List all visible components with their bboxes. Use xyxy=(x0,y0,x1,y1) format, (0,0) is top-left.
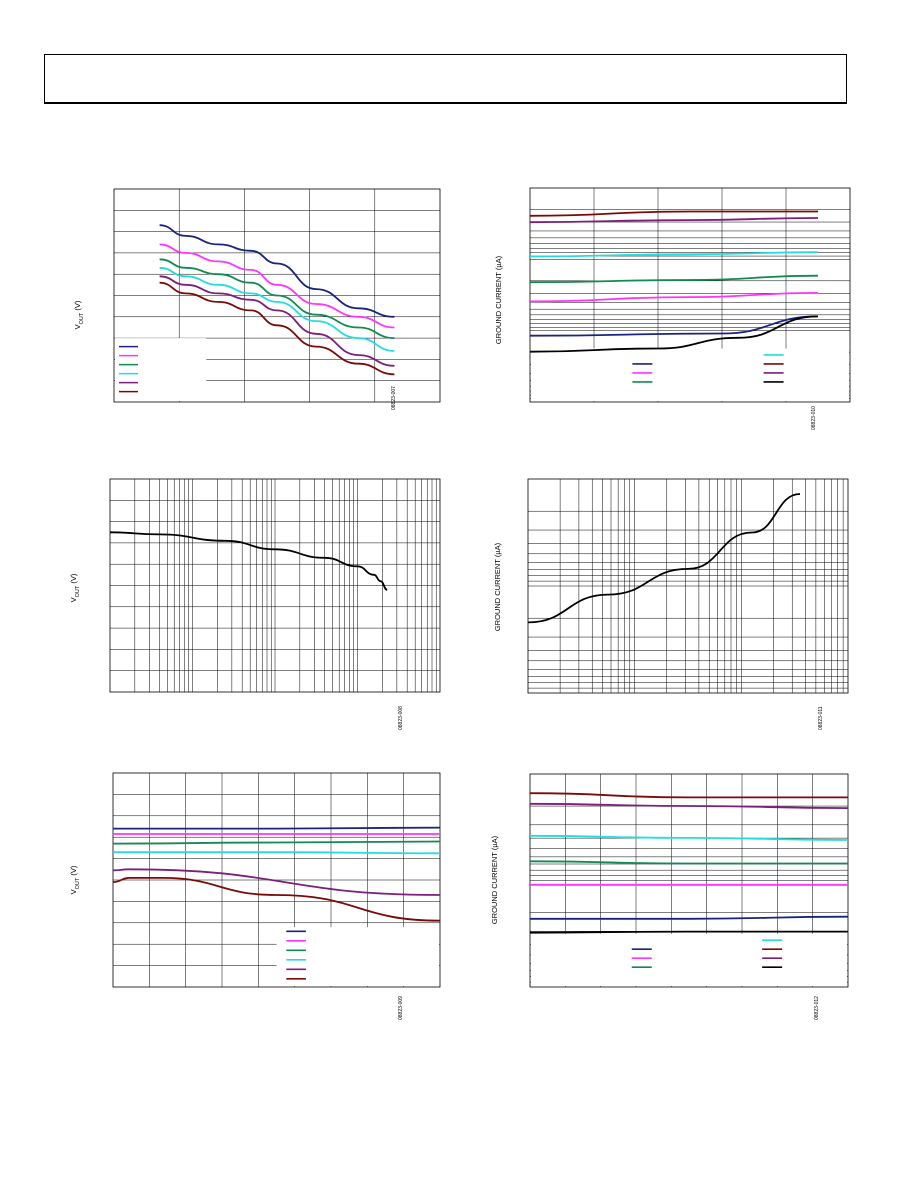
series-line-2 xyxy=(529,251,819,258)
series-line-6 xyxy=(529,930,848,934)
legend-box xyxy=(531,933,847,986)
chart-ground-current-1: GROUND CURRENT (µA) 08823-010 xyxy=(494,187,851,430)
figure-code: 08823-009 xyxy=(398,996,404,1020)
legend-box xyxy=(115,338,207,401)
series-line-0 xyxy=(529,210,818,217)
chart-vout-1: VOUT (V) 08823-007 xyxy=(73,188,441,410)
y-axis-label-unit: (V) xyxy=(69,573,78,586)
series-line-2 xyxy=(112,840,441,845)
series-line-4 xyxy=(112,868,441,896)
series-line-3 xyxy=(112,851,441,855)
plot-area xyxy=(113,188,441,403)
plot-area xyxy=(109,478,441,693)
series-line-1 xyxy=(529,802,849,809)
plot-area xyxy=(529,187,851,403)
series-line-3 xyxy=(529,860,848,865)
series-line-2 xyxy=(529,834,849,841)
header-box xyxy=(44,54,847,104)
chart-vout-3: VOUT (V) 08823-009 xyxy=(69,772,441,1020)
y-axis-label-sub: OUT xyxy=(79,312,85,324)
chart-vout-2: VOUT (V) 08823-008 xyxy=(69,478,441,730)
legend-box xyxy=(531,348,849,401)
figure-code: 08823-011 xyxy=(818,706,824,730)
figure-code: 08823-008 xyxy=(398,706,404,730)
series-line-5 xyxy=(529,315,819,337)
figure-code: 08823-010 xyxy=(811,406,817,430)
series-line-5 xyxy=(112,877,441,922)
y-axis-label-unit: (V) xyxy=(73,300,82,313)
series-line-5 xyxy=(530,915,849,920)
series-line-0 xyxy=(527,493,801,624)
y-axis-label: GROUND CURRENT (µA) xyxy=(493,542,502,631)
y-axis-label-sub: OUT xyxy=(75,877,81,889)
y-axis-label: VOUT (V) xyxy=(73,300,85,329)
series-line-3 xyxy=(529,274,819,284)
series-line-1 xyxy=(529,217,819,224)
figure-code: 08823-007 xyxy=(391,386,397,410)
y-axis-label-main: V xyxy=(73,324,82,329)
series-line-6 xyxy=(529,315,819,353)
series-line-0 xyxy=(109,531,388,591)
y-axis-label-main: V xyxy=(69,597,78,602)
series-line-1 xyxy=(159,243,395,329)
y-axis-label-unit: (V) xyxy=(69,865,78,878)
series-line-4 xyxy=(159,275,395,367)
plot-area xyxy=(527,478,849,694)
series-line-0 xyxy=(112,826,441,830)
figure-code: 08823-012 xyxy=(814,996,820,1020)
y-axis-label-main: V xyxy=(69,889,78,894)
y-axis-label: VOUT (V) xyxy=(69,865,81,894)
plot-frame xyxy=(529,187,851,403)
series-line-3 xyxy=(159,266,395,352)
y-axis-label: GROUND CURRENT (µA) xyxy=(490,835,499,924)
series-line-0 xyxy=(159,224,395,318)
plot-area xyxy=(112,772,441,988)
chart-ground-current-2: GROUND CURRENT (µA) 08823-011 xyxy=(493,478,849,730)
legend-box xyxy=(276,927,439,986)
series-line-5 xyxy=(159,281,395,376)
series-line-0 xyxy=(529,792,848,799)
plot-area xyxy=(529,773,849,988)
series-line-4 xyxy=(529,292,819,303)
y-axis-label: GROUND CURRENT (µA) xyxy=(494,255,503,344)
y-axis-label: VOUT (V) xyxy=(69,573,81,602)
series-line-2 xyxy=(159,258,395,339)
chart-ground-current-3: GROUND CURRENT (µA) 08823-012 xyxy=(490,773,849,1020)
y-axis-label-sub: OUT xyxy=(75,585,81,597)
